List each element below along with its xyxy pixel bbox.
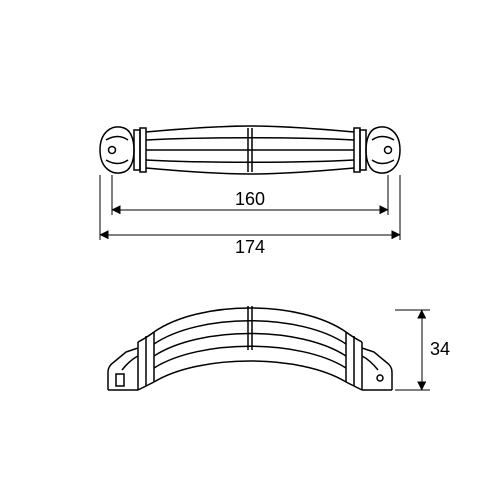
left-finial — [100, 127, 134, 173]
left-collar-side — [138, 332, 154, 390]
dimension-160-label: 160 — [235, 189, 265, 209]
technical-drawing: 160 174 — [0, 0, 500, 500]
right-collar — [354, 128, 366, 172]
right-finial — [366, 127, 400, 173]
dimension-34 — [395, 310, 430, 390]
bow-arch — [154, 306, 346, 382]
right-collar-side — [346, 332, 362, 390]
dimension-174-label: 174 — [235, 237, 265, 257]
left-foot — [108, 348, 138, 390]
left-collar — [134, 128, 146, 172]
top-view — [100, 126, 400, 174]
right-foot — [362, 348, 392, 390]
dimension-34-label: 34 — [430, 339, 450, 359]
side-view — [108, 306, 392, 390]
shaft-top — [146, 126, 354, 174]
